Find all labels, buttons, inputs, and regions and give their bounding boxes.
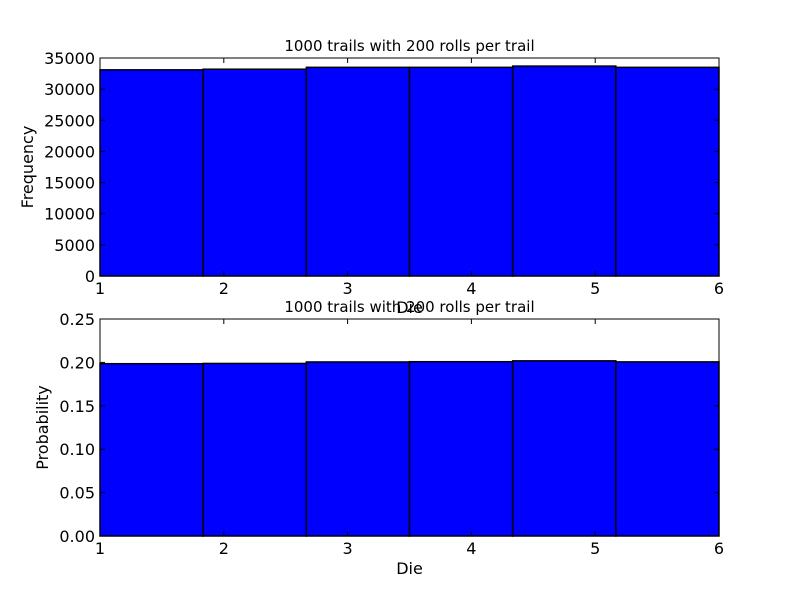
y-tick-label: 25000 — [44, 111, 95, 130]
x-tick-label: 4 — [466, 539, 476, 558]
y-tick-label: 0.15 — [59, 397, 95, 416]
x-axis-label: Die — [396, 559, 423, 578]
y-axis-label: Probability — [33, 385, 52, 470]
x-tick-label: 6 — [714, 279, 724, 298]
x-tick-label: 1 — [95, 279, 105, 298]
histogram-bar — [408, 66, 514, 277]
y-tick-label: 30000 — [44, 80, 95, 99]
y-tick-label: 20000 — [44, 142, 95, 161]
x-tick-label: 4 — [466, 279, 476, 298]
y-tick-label: 10000 — [44, 205, 95, 224]
x-tick-label: 3 — [343, 279, 353, 298]
x-axis-label-top-panel: Die — [396, 298, 423, 317]
x-tick-label: 3 — [343, 539, 353, 558]
histogram-bar — [305, 361, 411, 537]
histogram-bar — [511, 65, 617, 277]
histogram-bar — [615, 361, 720, 537]
y-tick-label: 15000 — [44, 174, 95, 193]
y-tick-label: 0.05 — [59, 484, 95, 503]
histogram-bar — [615, 66, 720, 277]
y-tick-label: 0.00 — [59, 527, 95, 546]
axes-frame — [99, 57, 720, 277]
x-tick-label: 1 — [95, 539, 105, 558]
x-tick-label: 2 — [219, 279, 229, 298]
y-tick-label: 0.25 — [59, 310, 95, 329]
histogram-bar — [408, 360, 514, 537]
histogram-bar — [99, 69, 204, 277]
y-tick-label: 0.20 — [59, 353, 95, 372]
histogram-bar — [511, 360, 617, 537]
histogram-bar — [202, 68, 308, 277]
chart-title: 1000 trails with 200 rolls per trail — [284, 37, 534, 55]
y-tick-label: 5000 — [54, 236, 95, 255]
y-tick-label: 0.10 — [59, 440, 95, 459]
x-tick-label: 5 — [590, 279, 600, 298]
y-tick-label: 35000 — [44, 49, 95, 68]
x-tick-label: 2 — [219, 539, 229, 558]
y-tick-label: 0 — [85, 267, 95, 286]
histogram-bar — [305, 66, 411, 277]
histogram-bar — [99, 362, 204, 537]
y-axis-label: Frequency — [18, 126, 37, 209]
chart-title: 1000 trails with 200 rolls per trail — [284, 298, 534, 316]
chart-panel-2: 1 2 3 4 5 6 0.00 0.05 0.10 0.15 0.20 0.25 1000 trail… — [33, 298, 724, 578]
x-tick-label: 5 — [590, 539, 600, 558]
x-tick-label: 6 — [714, 539, 724, 558]
chart-panel-1: 1 2 3 4 5 6 0 5000 10000 15000 20000 25000 30000 3500… — [18, 37, 724, 298]
histogram-bar — [202, 362, 308, 537]
axes-frame — [99, 318, 720, 537]
